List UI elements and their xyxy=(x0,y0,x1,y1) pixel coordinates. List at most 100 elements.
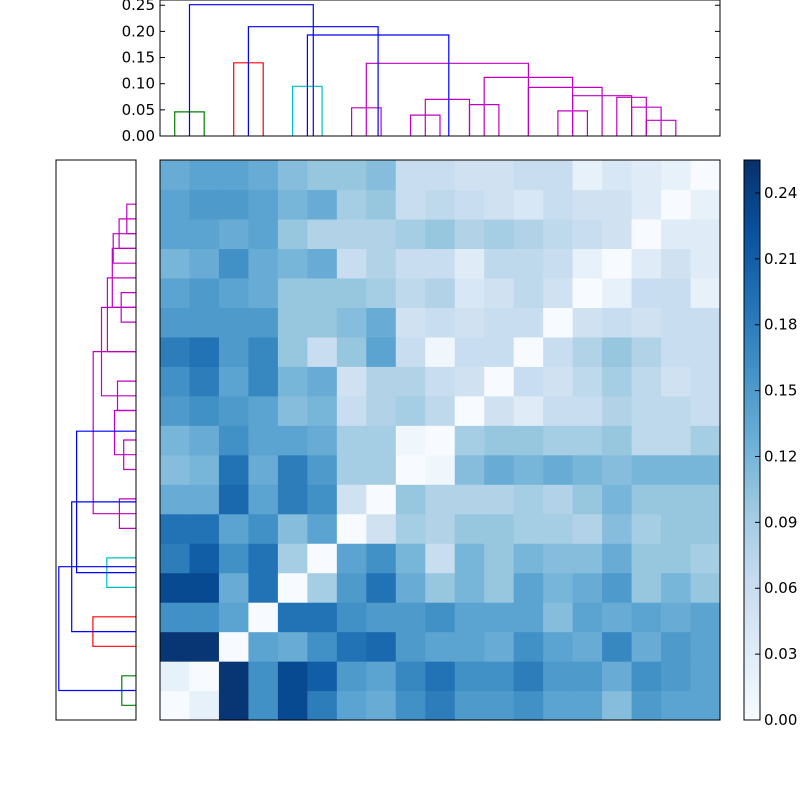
heatmap-cell xyxy=(484,366,515,397)
top-dendrogram-y-axis: 0.00 0.05 0.10 0.15 0.20 0.25 xyxy=(122,0,720,145)
heatmap-cell xyxy=(513,572,544,603)
heatmap-cell xyxy=(189,484,220,515)
heatmap-cell xyxy=(690,572,721,603)
heatmap-cell xyxy=(218,425,250,456)
heatmap-cell xyxy=(425,602,456,633)
heatmap-cell xyxy=(661,160,692,191)
heatmap-cell xyxy=(218,218,250,250)
heatmap-cell xyxy=(513,395,544,426)
heatmap-cell xyxy=(454,513,485,544)
heatmap-cell xyxy=(425,631,456,662)
top-dendrogram-y-tick-label: 0.00 xyxy=(122,127,155,145)
heatmap-cell xyxy=(513,454,544,485)
heatmap-cell xyxy=(336,277,367,308)
heatmap-cell xyxy=(218,248,250,279)
heatmap-cell xyxy=(425,661,456,692)
heatmap-cell xyxy=(690,454,721,485)
heatmap-cell xyxy=(218,661,250,692)
heatmap-cell xyxy=(336,336,367,367)
heatmap-cell xyxy=(395,189,426,220)
heatmap-cell xyxy=(366,484,397,515)
heatmap-cell xyxy=(425,484,456,515)
heatmap-cell xyxy=(661,307,692,338)
heatmap-cell xyxy=(395,690,426,721)
heatmap-cell xyxy=(218,543,250,574)
heatmap-cell xyxy=(395,513,426,544)
colorbar: 0.00 0.03 0.06 0.09 0.12 0.15 0.18 0.21 0.24 xyxy=(743,159,797,729)
heatmap-cell xyxy=(661,513,692,544)
heatmap-cell xyxy=(189,248,220,279)
heatmap-cell xyxy=(160,484,191,515)
heatmap-cell xyxy=(690,602,721,633)
heatmap-cell xyxy=(690,218,721,250)
heatmap-cell xyxy=(218,454,250,485)
heatmap-cell xyxy=(248,277,279,308)
heatmap-cell xyxy=(395,454,426,485)
heatmap-cell xyxy=(631,425,662,456)
colorbar-tick-label: 0.03 xyxy=(764,645,797,663)
heatmap-cell xyxy=(454,248,485,279)
heatmap-cell xyxy=(484,661,515,692)
heatmap-cell xyxy=(248,366,279,397)
heatmap-cell xyxy=(484,454,515,485)
top-dendrogram-link xyxy=(527,86,603,136)
heatmap-cell xyxy=(513,484,544,515)
heatmap-cell xyxy=(631,248,662,279)
heatmap-cell xyxy=(307,425,338,456)
heatmap-cell xyxy=(248,513,279,544)
heatmap-cell xyxy=(484,572,515,603)
heatmap-cell xyxy=(248,425,279,456)
heatmap-cell xyxy=(336,395,367,426)
heatmap-cell xyxy=(307,248,338,279)
colorbar-tick-label: 0.21 xyxy=(764,250,797,268)
heatmap-cell xyxy=(160,425,191,456)
heatmap-cell xyxy=(631,690,662,721)
colorbar-tick-label: 0.24 xyxy=(764,184,797,202)
heatmap-cell xyxy=(602,484,633,515)
heatmap-cell xyxy=(160,690,191,721)
heatmap-cell xyxy=(336,572,367,603)
heatmap-cell xyxy=(277,690,308,721)
heatmap-cell xyxy=(454,454,485,485)
heatmap-cell xyxy=(690,160,721,191)
heatmap-cell xyxy=(307,307,338,338)
heatmap-cell xyxy=(218,160,250,191)
top-dendrogram-link xyxy=(188,4,314,136)
heatmap-cell xyxy=(454,602,485,633)
heatmap-cell xyxy=(277,543,308,574)
heatmap-cell xyxy=(543,395,574,426)
heatmap-cell xyxy=(631,336,662,367)
heatmap-cell xyxy=(602,661,633,692)
heatmap-cell xyxy=(661,366,692,397)
heatmap-cell xyxy=(572,160,603,191)
heatmap-cell xyxy=(454,631,485,662)
heatmap-cell xyxy=(661,454,692,485)
heatmap-cell xyxy=(543,218,574,250)
heatmap-cell xyxy=(454,484,485,515)
heatmap-cell xyxy=(160,336,191,367)
heatmap-cell xyxy=(336,454,367,485)
heatmap-cell xyxy=(307,602,338,633)
heatmap-cell xyxy=(661,690,692,721)
heatmap-cell xyxy=(307,543,338,574)
heatmap-cell xyxy=(484,690,515,721)
top-dendrogram-y-tick-label: 0.20 xyxy=(122,22,155,40)
heatmap-cell xyxy=(189,218,220,250)
heatmap-cell xyxy=(454,661,485,692)
heatmap-cell xyxy=(395,661,426,692)
heatmap-cell xyxy=(454,690,485,721)
heatmap-cell xyxy=(160,307,191,338)
heatmap-cell xyxy=(336,160,367,191)
heatmap-cell xyxy=(513,248,544,279)
heatmap-cell xyxy=(513,425,544,456)
heatmap-cell xyxy=(631,189,662,220)
heatmap-cell xyxy=(602,336,633,367)
heatmap-cell xyxy=(395,277,426,308)
heatmap-cell xyxy=(307,454,338,485)
heatmap-cell xyxy=(454,307,485,338)
heatmap-cell xyxy=(277,336,308,367)
heatmap-cell xyxy=(661,484,692,515)
left-dendrogram-link xyxy=(58,566,136,692)
heatmap-cell xyxy=(513,513,544,544)
colorbar-tick-label: 0.09 xyxy=(764,513,797,531)
